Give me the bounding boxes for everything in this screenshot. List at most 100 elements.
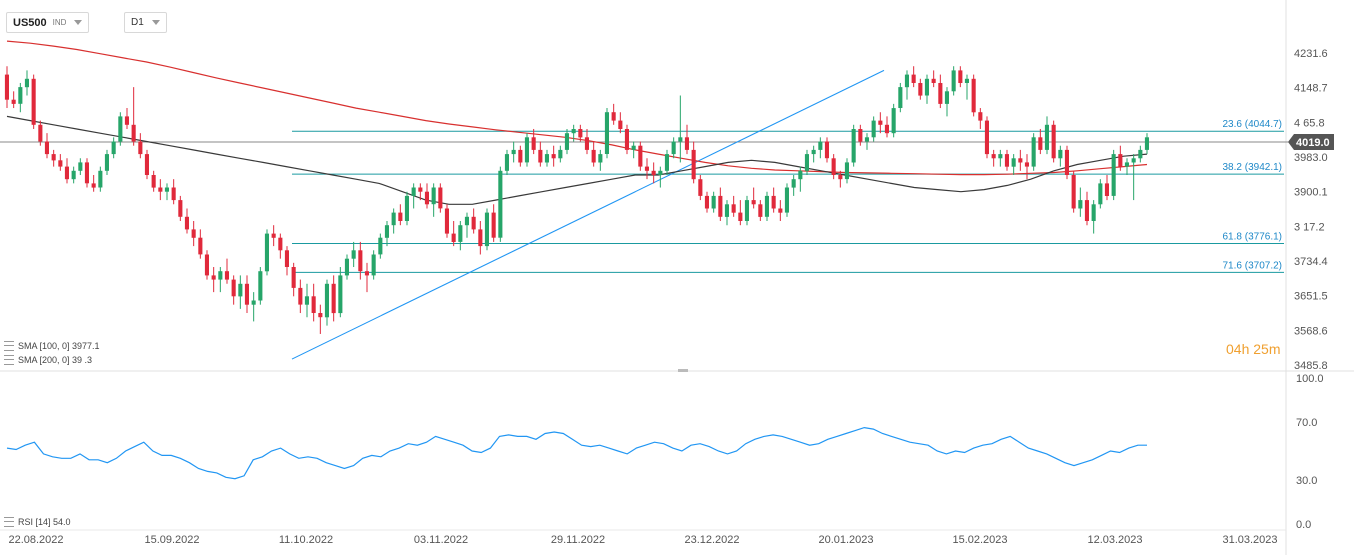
candle-body	[911, 74, 916, 83]
x-tick-label: 03.11.2022	[414, 534, 468, 546]
y-tick-label: 4148.7	[1294, 83, 1328, 95]
candle-body	[871, 120, 876, 138]
candle-body	[944, 91, 949, 104]
candle-body	[191, 229, 196, 238]
sma200-line	[6, 40, 1148, 176]
candle-body	[1078, 200, 1083, 209]
candle-body	[351, 250, 356, 259]
candle-body	[804, 154, 809, 171]
candle-body	[564, 133, 569, 150]
candle-body	[38, 124, 43, 142]
candle-body	[198, 237, 203, 255]
candle-body	[284, 250, 289, 267]
legend-rsi-label: RSI [14] 54.0	[18, 517, 71, 527]
candle-body	[631, 145, 636, 150]
legend-sma100[interactable]: SMA [100, 0] 3977.1	[4, 341, 100, 351]
candle-body	[524, 137, 529, 163]
candle-body	[504, 154, 509, 171]
menu-icon	[4, 517, 14, 527]
candle-body	[698, 179, 703, 196]
candle-body	[271, 233, 276, 238]
legend-sma200-label: SMA [200, 0] 39 .3	[18, 355, 93, 365]
candle-body	[704, 195, 709, 209]
candle-body	[118, 116, 123, 142]
candle-body	[1038, 137, 1043, 150]
candle-body	[331, 283, 336, 314]
candle-body	[544, 154, 549, 163]
y-tick-label: 3 17.2	[1294, 221, 1325, 233]
candle-body	[64, 166, 69, 180]
symbol-label: US500	[13, 16, 47, 29]
candle-body	[718, 195, 723, 217]
candle-body	[791, 179, 796, 188]
candle-body	[811, 149, 816, 155]
candle-body	[824, 141, 829, 159]
candle-body	[1104, 183, 1109, 196]
price-badge	[1288, 133, 1334, 150]
candle-body	[264, 233, 269, 272]
candle-body	[144, 154, 149, 175]
candle-body	[671, 141, 676, 155]
candle-body	[464, 216, 469, 226]
candle-body	[1124, 162, 1129, 167]
x-tick-label: 12.03.2023	[1087, 534, 1142, 546]
candle-body	[1118, 154, 1123, 167]
candle-body	[131, 124, 136, 142]
candle-body	[251, 300, 256, 305]
candle-body	[511, 149, 516, 155]
candle-body	[591, 149, 596, 163]
price-badge-label: 4019.0	[1296, 137, 1330, 149]
symbol-selector[interactable]: US500 IND	[6, 12, 90, 33]
x-tick-label: 31.03.2023	[1222, 534, 1277, 546]
candle-body	[31, 78, 36, 125]
countdown-hours: 04h	[1226, 341, 1250, 357]
rsi-tick-label: 30.0	[1296, 475, 1317, 487]
candle-body	[104, 154, 109, 171]
rsi-tick-label: 0.0	[1296, 519, 1311, 531]
candle-body	[458, 225, 463, 242]
candle-body	[864, 137, 869, 142]
candle-body	[1131, 158, 1136, 163]
candle-body	[784, 187, 789, 213]
candle-body	[364, 271, 369, 276]
fib-label: 23.6 (4044.7)	[1223, 119, 1283, 130]
rsi-tick-label: 100.0	[1296, 373, 1324, 385]
x-tick-label: 15.09.2022	[144, 534, 199, 546]
candle-body	[298, 287, 303, 305]
candle-body	[738, 212, 743, 221]
candle-body	[858, 129, 863, 142]
x-tick-label: 15.02.2023	[952, 534, 1007, 546]
legend-rsi[interactable]: RSI [14] 54.0	[4, 517, 71, 527]
candle-body	[971, 78, 976, 113]
y-tick-label: 3568.6	[1294, 325, 1328, 337]
candle-body	[618, 120, 623, 129]
candle-body	[691, 149, 696, 180]
timeframe-selector[interactable]: D1	[124, 12, 167, 33]
fib-label: 61.8 (3776.1)	[1223, 232, 1283, 243]
y-tick-label: 3734.4	[1294, 256, 1328, 268]
candle-body	[878, 120, 883, 125]
candle-body	[684, 137, 689, 150]
candle-body	[978, 112, 983, 121]
candle-body	[391, 212, 396, 226]
candle-countdown: 04h 25m	[1226, 341, 1280, 357]
x-tick-label: 29.11.2022	[551, 534, 605, 546]
candle-body	[891, 108, 896, 134]
candle-body	[938, 83, 943, 104]
y-tick-label: 3900.1	[1294, 187, 1328, 199]
candle-body	[724, 204, 729, 217]
candle-body	[138, 141, 143, 155]
y-tick-label: 4 65.8	[1294, 117, 1325, 129]
candle-body	[124, 116, 129, 125]
menu-icon	[4, 355, 14, 365]
candle-body	[538, 149, 543, 163]
legend-sma200[interactable]: SMA [200, 0] 39 .3	[4, 355, 92, 365]
candle-body	[18, 87, 23, 104]
candle-body	[751, 200, 756, 205]
x-tick-label: 11.10.2022	[279, 534, 333, 546]
symbol-tag: IND	[52, 18, 67, 27]
candle-body	[484, 212, 489, 247]
candle-body	[951, 70, 956, 92]
timeframe-label: D1	[131, 17, 144, 28]
